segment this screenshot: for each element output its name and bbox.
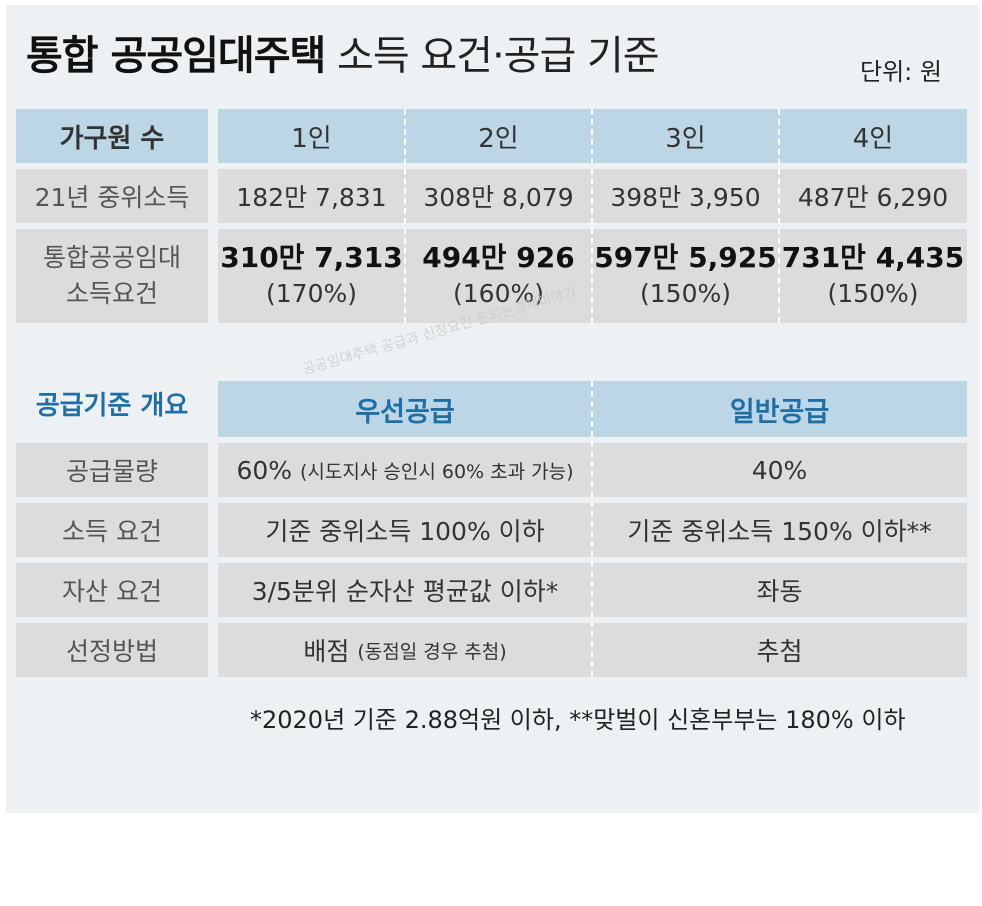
footnote: *2020년 기준 2.88억원 이하, **맞벌이 신혼부부는 180% 이하 <box>250 706 906 734</box>
row-label-selection: 선정방법 <box>16 623 208 677</box>
req-1p-amount: 310만 7,313 <box>220 241 403 274</box>
header-1p: 1인 <box>291 123 332 154</box>
row-label-supply: 공급물량 <box>16 443 208 497</box>
header-household: 가구원 수 <box>16 109 208 163</box>
median-label: 21년 중위소득 <box>16 169 208 223</box>
req-1p-pct: (170%) <box>266 279 357 308</box>
req-4p-pct: (150%) <box>827 279 919 308</box>
title-subtitle: 소득 요건·공급 기준 <box>337 33 660 79</box>
median-1p: 182만 7,831 <box>236 183 387 212</box>
req-4p: 731만 4,435 (150%) <box>779 229 967 323</box>
req-4p-amount: 731만 4,435 <box>781 241 965 274</box>
col-divider <box>591 109 593 323</box>
req-label-line1: 통합공공임대 <box>42 243 181 272</box>
row-label-asset: 자산 요건 <box>16 563 208 617</box>
req-1p: 310만 7,313 (170%) <box>218 229 405 323</box>
asset-general: 좌동 <box>756 577 803 606</box>
asset-priority: 3/5분위 순자산 평균값 이하* <box>251 577 559 606</box>
supply-priority-note: (시도지사 승인시 60% 초과 가능) <box>300 460 574 483</box>
req-label: 통합공공임대 소득요건 <box>16 229 208 323</box>
selection-priority-note: (동점일 경우 추첨) <box>357 640 507 663</box>
selection-priority: 배점 (동점일 경우 추첨) <box>218 623 592 677</box>
req-label-line2: 소득요건 <box>65 279 158 308</box>
supply-priority: 60% (시도지사 승인시 60% 초과 가능) <box>218 443 592 497</box>
section-title: 공급기준 개요 <box>35 391 189 421</box>
unit-label: 단위: 원 <box>860 58 942 86</box>
median-2p: 308만 8,079 <box>423 183 574 212</box>
income-priority: 기준 중위소득 100% 이하 <box>265 517 545 546</box>
req-3p: 597만 5,925 (150%) <box>592 229 779 323</box>
row-label-income: 소득 요건 <box>16 503 208 557</box>
req-3p-pct: (150%) <box>640 279 731 308</box>
col-divider <box>778 109 780 323</box>
title-bold: 통합 공공임대주택 <box>26 33 326 79</box>
median-3p: 398만 3,950 <box>610 183 761 212</box>
req-2p-amount: 494만 926 <box>422 241 575 274</box>
req-2p: 494만 926 (160%) <box>405 229 592 323</box>
req-3p-amount: 597만 5,925 <box>594 241 777 274</box>
selection-priority-main: 배점 <box>303 637 350 666</box>
supply-general: 40% <box>751 455 808 485</box>
median-4p: 487만 6,290 <box>797 183 949 212</box>
header-general: 일반공급 <box>729 396 830 428</box>
header-priority: 우선공급 <box>355 396 455 428</box>
col-divider <box>591 381 593 677</box>
supply-priority-main: 60% <box>236 455 293 485</box>
col-divider <box>404 109 406 323</box>
header-2p: 2인 <box>478 123 519 154</box>
header-4p: 4인 <box>852 123 894 154</box>
page-title: 통합 공공임대주택 소득 요건·공급 기준 <box>26 28 660 84</box>
header-3p: 3인 <box>665 123 706 154</box>
selection-general: 추첨 <box>756 637 803 666</box>
income-general: 기준 중위소득 150% 이하** <box>627 517 932 546</box>
req-2p-pct: (160%) <box>453 279 544 308</box>
